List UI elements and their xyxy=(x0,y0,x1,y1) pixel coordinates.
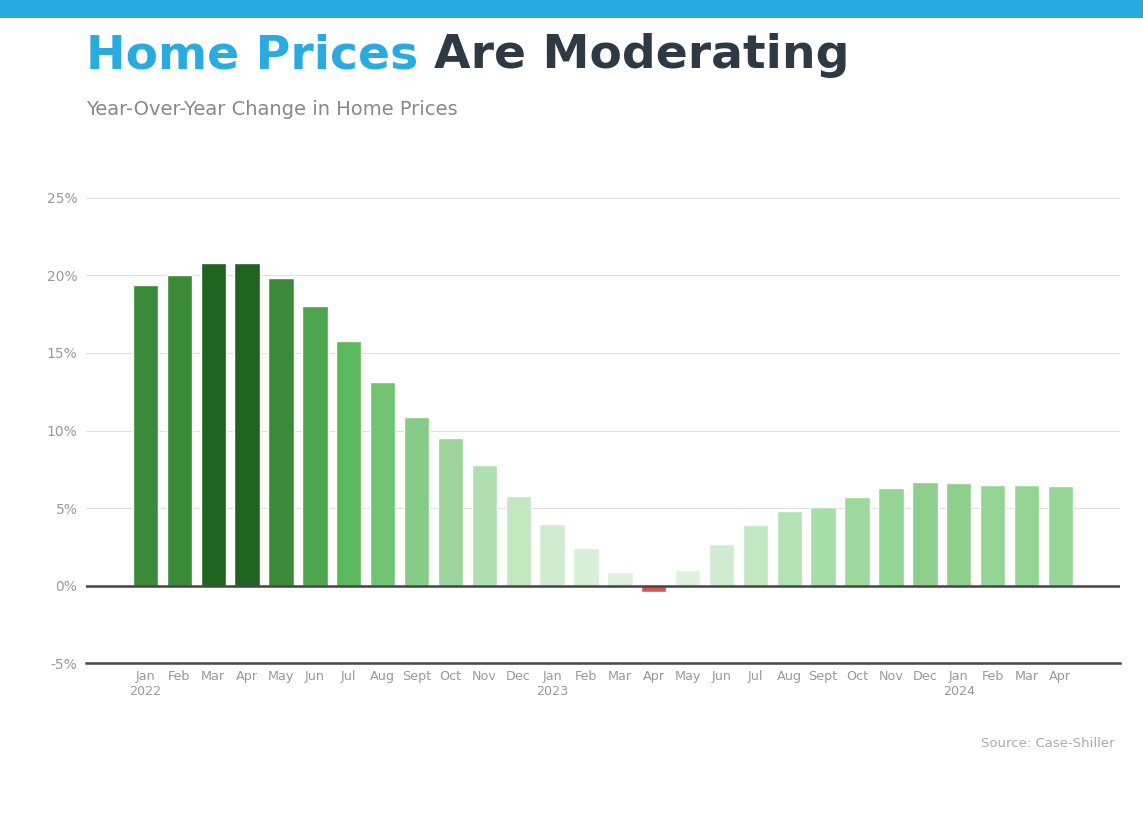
Bar xyxy=(302,307,328,586)
Bar xyxy=(676,570,701,586)
Bar xyxy=(946,484,972,586)
Bar xyxy=(607,572,632,586)
Text: Year-Over-Year Change in Home Prices: Year-Over-Year Change in Home Prices xyxy=(86,101,457,119)
Bar xyxy=(776,511,802,586)
Bar xyxy=(810,507,836,586)
Bar xyxy=(539,524,565,586)
Bar xyxy=(472,465,497,586)
Bar xyxy=(200,263,226,586)
Bar xyxy=(336,340,361,586)
Text: Are Moderating: Are Moderating xyxy=(434,33,850,78)
Bar xyxy=(269,279,294,586)
Bar xyxy=(1014,485,1039,586)
Text: Source: Case-Shiller: Source: Case-Shiller xyxy=(981,737,1114,750)
Bar xyxy=(845,497,870,586)
Bar xyxy=(912,482,937,586)
Bar xyxy=(234,263,259,586)
Bar xyxy=(403,417,430,586)
Bar xyxy=(641,586,666,592)
Bar xyxy=(133,284,158,586)
Bar xyxy=(980,485,1006,586)
Bar xyxy=(574,549,599,586)
Bar xyxy=(743,525,768,586)
Text: Home Prices: Home Prices xyxy=(86,33,434,78)
Bar xyxy=(438,438,463,586)
Bar xyxy=(370,382,395,586)
Bar xyxy=(1048,486,1073,586)
Bar xyxy=(167,275,192,586)
Bar xyxy=(878,488,904,586)
Bar xyxy=(505,496,530,586)
Bar xyxy=(709,544,734,586)
